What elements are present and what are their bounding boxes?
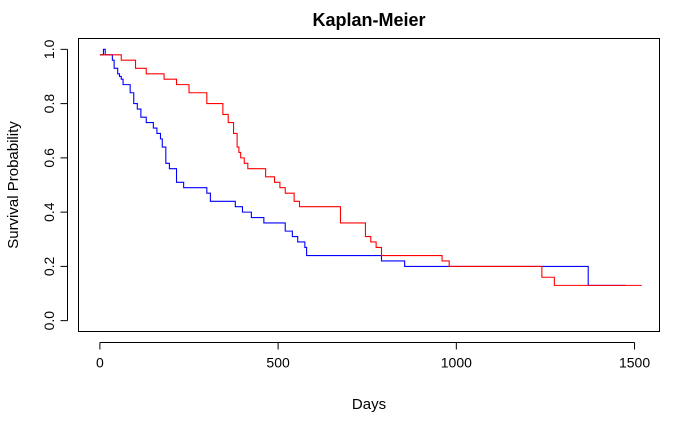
x-axis: 0 500 1000 1500 — [96, 342, 650, 371]
series-group — [99, 48, 642, 286]
x-tick-label: 1000 — [441, 355, 472, 371]
x-tick-label: 500 — [266, 355, 290, 371]
y-tick-label: 0.0 — [41, 311, 57, 331]
y-axis: 0.0 0.2 0.4 0.6 0.8 1.0 — [41, 39, 68, 330]
survival-curve-1 — [99, 54, 642, 286]
y-tick-label: 0.6 — [41, 148, 57, 168]
y-axis-label: Survival Probability — [5, 121, 22, 249]
chart-title: Kaplan-Meier — [312, 10, 425, 30]
y-tick-label: 0.4 — [41, 202, 57, 222]
y-tick-label: 0.2 — [41, 256, 57, 276]
y-tick-label: 1.0 — [41, 39, 57, 59]
survival-curve-0 — [99, 48, 626, 286]
y-tick-label: 0.8 — [41, 94, 57, 114]
x-axis-label: Days — [352, 396, 386, 413]
x-tick-label: 1500 — [619, 355, 650, 371]
plot-area-border — [78, 38, 660, 332]
x-tick-label: 0 — [96, 355, 104, 371]
